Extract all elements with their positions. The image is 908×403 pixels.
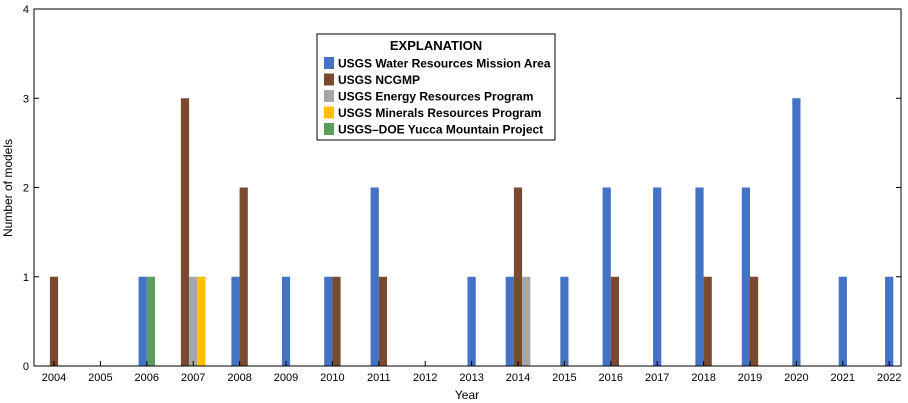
bar-2022-series-1 — [885, 276, 894, 366]
bar-2016-series-1 — [602, 187, 611, 366]
x-tick-label: 2010 — [320, 372, 344, 384]
x-tick-label: 2020 — [784, 372, 808, 384]
bar-2011-series-1 — [370, 187, 379, 366]
bar-2021-series-1 — [838, 276, 847, 366]
y-axis: 0 1 2 3 4 — [23, 4, 901, 373]
y-tick-label: 0 — [23, 361, 29, 373]
legend-label-5: USGS–DOE Yucca Mountain Project — [338, 123, 543, 137]
bar-2006-series-1 — [138, 276, 147, 366]
legend: EXPLANATION USGS Water Resources Mission… — [316, 33, 556, 141]
legend-title: EXPLANATION — [390, 38, 482, 53]
legend-label-4: USGS Minerals Resources Program — [338, 106, 541, 120]
x-tick-label: 2005 — [88, 372, 112, 384]
x-tick-label: 2011 — [367, 372, 391, 384]
bar-2008-series-1 — [231, 276, 240, 366]
bar-2020-series-1 — [792, 98, 801, 366]
legend-swatch-4 — [324, 106, 334, 119]
bar-2011-series-2 — [378, 276, 387, 366]
bars-group — [49, 98, 894, 366]
bar-2006-series-5 — [146, 276, 155, 366]
bar-2014-series-1 — [505, 276, 514, 366]
y-tick-label: 4 — [23, 4, 29, 16]
y-tick-label: 3 — [23, 93, 29, 105]
x-tick-label: 2018 — [691, 372, 715, 384]
x-tick-label: 2012 — [413, 372, 437, 384]
y-axis-label: Number of models — [1, 139, 15, 237]
x-tick-label: 2021 — [831, 372, 855, 384]
bar-2007-series-2 — [180, 98, 190, 366]
legend-swatch-3 — [324, 90, 334, 102]
bar-2015-series-1 — [560, 276, 569, 366]
bar-2013-series-1 — [467, 276, 476, 366]
x-tick-label: 2015 — [552, 372, 576, 384]
bar-2018-series-2 — [703, 276, 712, 366]
x-axis: 2004 2005 2006 2007 2008 2009 2010 2011 2012 2013… — [42, 361, 901, 384]
bar-2018-series-1 — [695, 187, 704, 366]
legend-label-3: USGS Energy Resources Program — [338, 90, 533, 104]
bar-2007-series-4 — [197, 276, 206, 366]
bar-2010-series-1 — [324, 276, 333, 366]
legend-swatch-2 — [324, 73, 334, 86]
bar-2008-series-2 — [239, 187, 248, 366]
bar-2017-series-1 — [653, 187, 662, 366]
bar-2019-series-2 — [750, 276, 759, 366]
bar-2004-series-2 — [49, 276, 59, 366]
bar-2016-series-2 — [610, 276, 619, 366]
y-tick-label: 1 — [23, 272, 29, 284]
legend-label-1: USGS Water Resources Mission Area — [338, 57, 551, 71]
x-tick-label: 2022 — [877, 372, 901, 384]
bar-2014-series-2 — [513, 187, 523, 366]
x-axis-label: Year — [455, 388, 479, 402]
bar-2010-series-2 — [332, 276, 341, 366]
x-tick-label: 2006 — [135, 372, 159, 384]
bar-2019-series-1 — [741, 187, 750, 366]
x-tick-label: 2007 — [181, 372, 205, 384]
x-tick-label: 2019 — [738, 372, 762, 384]
bar-2007-series-3 — [189, 276, 198, 366]
legend-box — [316, 33, 556, 141]
legend-swatch-1 — [324, 57, 334, 69]
x-tick-label: 2008 — [227, 372, 251, 384]
x-tick-label: 2013 — [459, 372, 483, 384]
y-tick-label: 2 — [23, 183, 29, 195]
x-tick-label: 2017 — [645, 372, 669, 384]
bar-2014-series-3 — [522, 276, 531, 366]
x-tick-label: 2004 — [42, 372, 66, 384]
bar-2009-series-1 — [281, 276, 291, 366]
x-tick-label: 2016 — [599, 372, 623, 384]
legend-swatch-5 — [324, 123, 334, 135]
x-tick-label: 2009 — [274, 372, 298, 384]
x-tick-label: 2014 — [506, 372, 530, 384]
legend-label-2: USGS NCGMP — [338, 73, 420, 87]
